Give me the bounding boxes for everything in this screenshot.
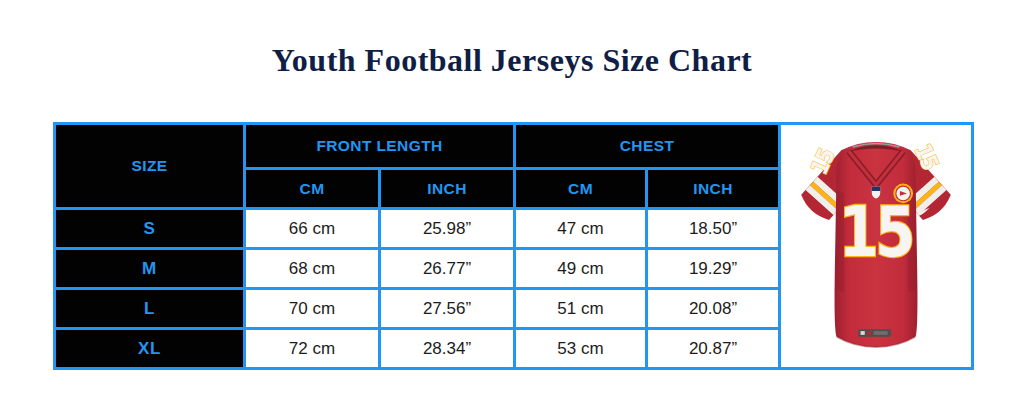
chest-inch-value: 18.50”: [647, 209, 780, 249]
front-length-cm-value: 66 cm: [245, 209, 380, 249]
jersey-product-photo-cell: 15 15 15: [780, 124, 973, 369]
front-length-cm-value: 70 cm: [245, 289, 380, 329]
size-chart-table: SIZE FRONT LENGTH CHEST: [53, 122, 974, 370]
jock-tag: [858, 329, 891, 336]
front-length-inch-value: 25.98”: [380, 209, 515, 249]
size-label: XL: [55, 329, 245, 369]
chest-cm-value: 47 cm: [515, 209, 647, 249]
front-length-inch-value: 26.77”: [380, 249, 515, 289]
front-length-cm-value: 68 cm: [245, 249, 380, 289]
jersey-chest-number: 15: [838, 192, 912, 272]
chest-inch-value: 20.08”: [647, 289, 780, 329]
front-length-cm-value: 72 cm: [245, 329, 380, 369]
chest-cm-value: 53 cm: [515, 329, 647, 369]
size-label: L: [55, 289, 245, 329]
front-length-inch-value: 27.56”: [380, 289, 515, 329]
chest-cm-value: 49 cm: [515, 249, 647, 289]
header-front-length: FRONT LENGTH: [245, 124, 515, 169]
chest-inch-value: 19.29”: [647, 249, 780, 289]
page-title: Youth Football Jerseys Size Chart: [0, 42, 1024, 79]
header-chest: CHEST: [515, 124, 780, 169]
front-length-inch-value: 28.34”: [380, 329, 515, 369]
jersey-product-image: 15 15 15: [787, 131, 965, 357]
header-front-inch: INCH: [380, 169, 515, 209]
size-label: M: [55, 249, 245, 289]
header-chest-inch: INCH: [647, 169, 780, 209]
chest-inch-value: 20.87”: [647, 329, 780, 369]
header-front-cm: CM: [245, 169, 380, 209]
size-label: S: [55, 209, 245, 249]
header-size: SIZE: [55, 124, 245, 209]
header-chest-cm: CM: [515, 169, 647, 209]
chest-cm-value: 51 cm: [515, 289, 647, 329]
